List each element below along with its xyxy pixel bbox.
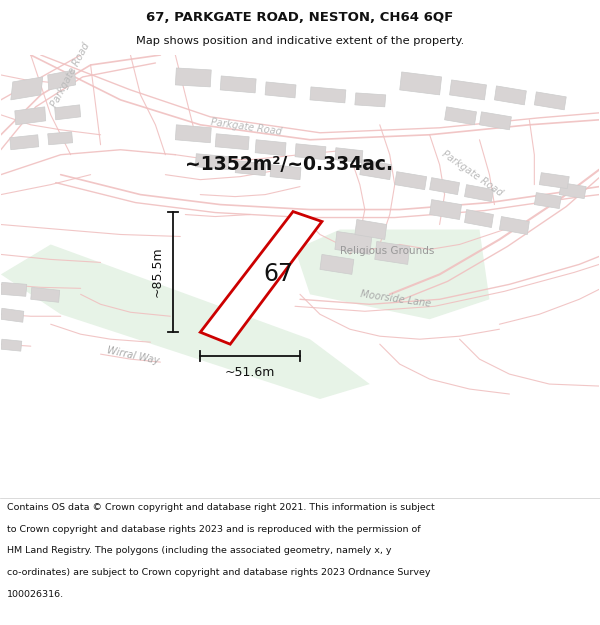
Polygon shape [479,112,511,130]
Text: HM Land Registry. The polygons (including the associated geometry, namely x, y: HM Land Registry. The polygons (includin… [7,546,392,555]
Polygon shape [430,199,461,219]
Polygon shape [445,107,476,125]
Polygon shape [175,125,211,142]
Text: Map shows position and indicative extent of the property.: Map shows position and indicative extent… [136,36,464,46]
Polygon shape [559,182,586,199]
Polygon shape [11,77,43,100]
Polygon shape [400,72,442,95]
Polygon shape [215,134,249,150]
Polygon shape [295,229,490,319]
Polygon shape [335,148,363,162]
Polygon shape [15,107,46,125]
Text: co-ordinates) are subject to Crown copyright and database rights 2023 Ordnance S: co-ordinates) are subject to Crown copyr… [7,568,431,577]
Polygon shape [464,209,493,227]
Polygon shape [535,192,561,209]
Text: ~51.6m: ~51.6m [225,366,275,379]
Polygon shape [220,76,256,93]
Polygon shape [320,254,354,274]
Text: to Crown copyright and database rights 2023 and is reproduced with the permissio: to Crown copyright and database rights 2… [7,524,421,534]
Polygon shape [55,105,80,120]
Polygon shape [464,184,493,202]
Polygon shape [175,68,211,87]
Polygon shape [48,70,76,90]
Text: Parkgate Road: Parkgate Road [49,41,91,109]
Text: 100026316.: 100026316. [7,589,64,599]
Polygon shape [430,177,460,194]
Polygon shape [310,87,346,103]
Polygon shape [1,282,27,296]
Polygon shape [31,288,59,302]
Text: Wirral Way: Wirral Way [106,345,160,366]
Polygon shape [270,164,301,179]
Polygon shape [200,211,322,344]
Polygon shape [1,308,24,322]
Polygon shape [295,144,326,160]
Text: ~1352m²/~0.334ac.: ~1352m²/~0.334ac. [185,155,394,174]
Polygon shape [395,172,427,189]
Polygon shape [1,244,370,399]
Text: ~85.5m: ~85.5m [151,247,163,298]
Text: Parkgate Road: Parkgate Road [210,117,283,137]
Polygon shape [499,216,529,234]
Text: 67: 67 [263,262,293,286]
Polygon shape [355,219,387,239]
Polygon shape [539,173,569,189]
Text: Moorside Lane: Moorside Lane [360,289,431,309]
Polygon shape [355,93,386,107]
Polygon shape [255,140,286,156]
Polygon shape [375,241,410,264]
Text: Religious Grounds: Religious Grounds [340,246,434,256]
Polygon shape [535,92,566,110]
Text: Contains OS data © Crown copyright and database right 2021. This information is : Contains OS data © Crown copyright and d… [7,503,435,512]
Polygon shape [449,80,487,100]
Polygon shape [265,82,296,98]
Polygon shape [195,154,229,169]
Polygon shape [235,161,266,176]
Polygon shape [335,231,372,254]
Text: 67, PARKGATE ROAD, NESTON, CH64 6QF: 67, PARKGATE ROAD, NESTON, CH64 6QF [146,11,454,24]
Polygon shape [48,132,73,145]
Polygon shape [494,86,526,105]
Polygon shape [10,135,39,150]
Polygon shape [1,339,22,351]
Text: Parkgate Road: Parkgate Road [440,149,504,199]
Polygon shape [360,160,392,179]
